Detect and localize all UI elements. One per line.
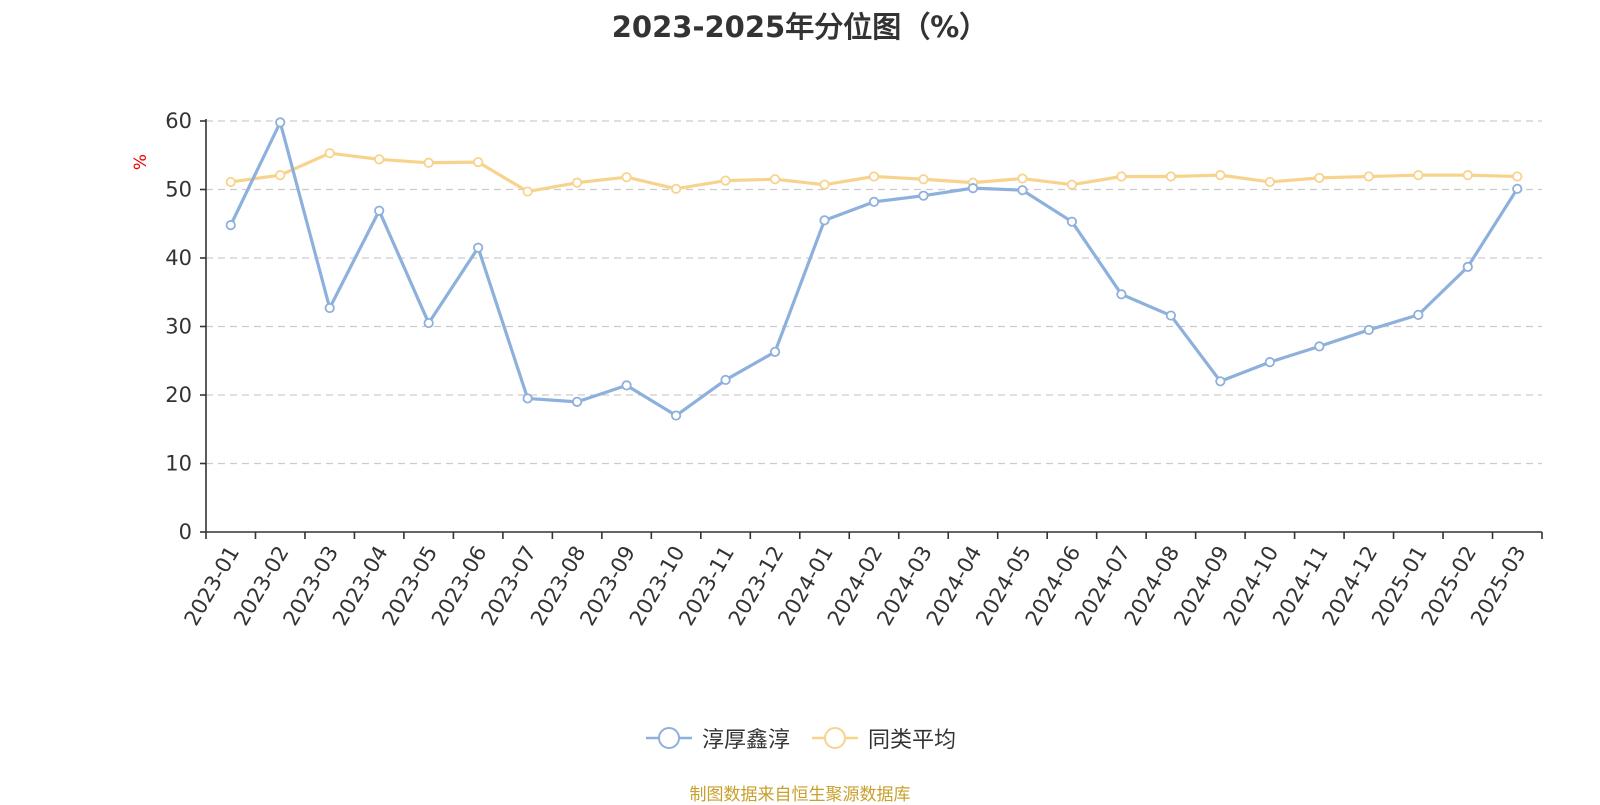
data-point	[1264, 176, 1275, 188]
legend: 淳厚鑫淳 同类平均	[0, 722, 1600, 754]
data-point	[720, 374, 731, 386]
data-point	[769, 346, 781, 357]
data-point	[572, 177, 583, 188]
data-point	[621, 172, 632, 183]
data-point	[522, 186, 533, 197]
chart-title: 2023-2025年分位图（%）	[611, 10, 989, 44]
data-point	[473, 242, 484, 253]
data-source-note: 制图数据来自恒生聚源数据库	[689, 785, 911, 805]
series-line	[229, 120, 1519, 418]
data-point	[868, 171, 880, 182]
data-point	[1066, 216, 1078, 227]
data-point	[1116, 289, 1127, 300]
data-point	[1413, 309, 1424, 320]
data-point	[1066, 179, 1078, 190]
data-point	[1215, 170, 1226, 181]
data-point	[1116, 171, 1127, 182]
data-point	[423, 157, 434, 168]
data-point	[1165, 171, 1176, 182]
data-point	[275, 117, 286, 128]
data-point	[423, 317, 434, 329]
y-tick-label: 50	[165, 178, 192, 202]
data-point	[1363, 171, 1374, 182]
legend-label: 淳厚鑫淳	[701, 728, 790, 753]
legend-label: 同类平均	[868, 728, 957, 753]
data-point	[225, 176, 236, 188]
legend-item[interactable]: 同类平均	[810, 722, 956, 754]
data-point	[1413, 170, 1424, 181]
data-point	[1165, 310, 1176, 321]
data-point	[819, 215, 830, 226]
data-point	[1314, 341, 1325, 352]
data-point	[1264, 357, 1275, 368]
data-point	[769, 174, 781, 185]
data-point	[1314, 172, 1325, 183]
y-axis-label: %	[131, 154, 151, 170]
data-point	[720, 175, 731, 186]
y-tick-label: 0	[179, 520, 192, 544]
data-point	[572, 396, 583, 407]
y-tick-label: 40	[165, 246, 192, 270]
data-point	[621, 380, 632, 391]
data-point	[374, 154, 385, 165]
data-point	[1363, 324, 1374, 336]
data-point	[473, 157, 484, 168]
data-point	[1462, 170, 1473, 181]
data-point	[1017, 173, 1028, 184]
legend-item[interactable]: 淳厚鑫淳	[644, 722, 790, 754]
data-point	[1017, 185, 1028, 196]
data-point	[1512, 183, 1523, 194]
data-point	[324, 302, 335, 314]
y-tick-label: 60	[165, 109, 192, 133]
data-point	[670, 410, 682, 421]
data-point	[324, 148, 335, 159]
legend-marker-icon	[645, 727, 692, 749]
data-point	[522, 393, 533, 404]
y-tick-label: 10	[165, 452, 192, 476]
data-point	[225, 220, 236, 231]
data-point	[918, 174, 929, 185]
legend-marker-icon	[812, 727, 858, 749]
data-point	[1512, 171, 1523, 182]
data-point	[819, 179, 830, 190]
axis-layer: 01020304050602023-012023-022023-032023-0…	[165, 109, 1543, 630]
data-point	[670, 183, 682, 194]
series-layer	[225, 117, 1523, 421]
y-tick-label: 30	[165, 315, 192, 339]
data-point	[374, 205, 385, 216]
data-point	[275, 170, 286, 181]
data-point	[868, 196, 880, 207]
data-point	[918, 190, 929, 201]
data-point	[1215, 376, 1226, 387]
data-point	[967, 183, 979, 194]
data-point	[1462, 261, 1473, 273]
y-tick-label: 20	[165, 383, 192, 407]
